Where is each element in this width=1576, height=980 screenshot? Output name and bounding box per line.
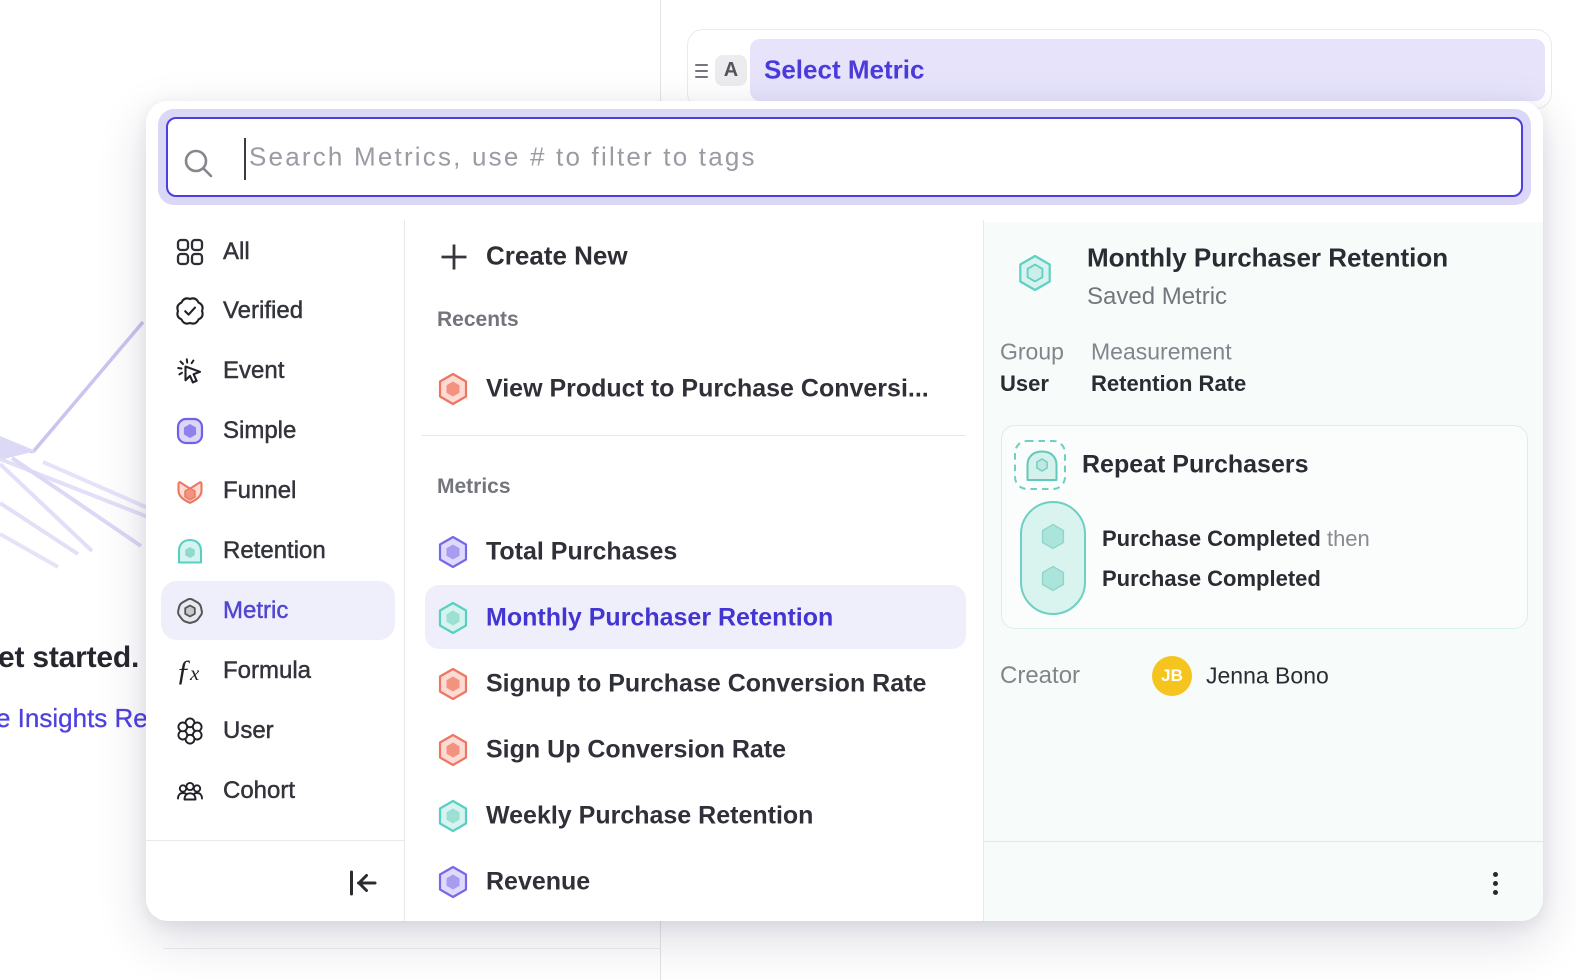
- svg-text:x: x: [189, 661, 200, 685]
- svg-text:ƒ: ƒ: [176, 657, 191, 685]
